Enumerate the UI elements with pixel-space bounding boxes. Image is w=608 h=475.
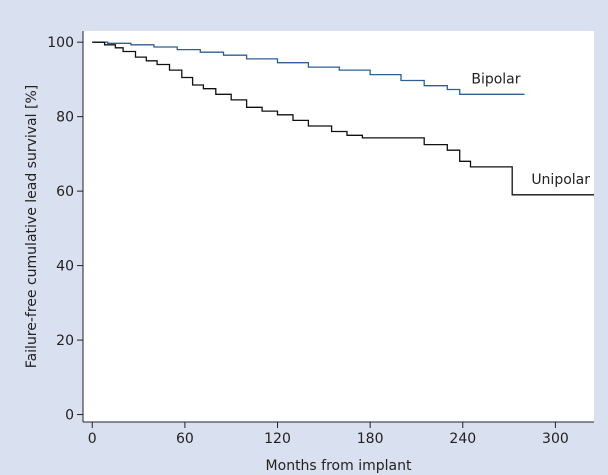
y-axis-label: Failure-free cumulative lead survival [%… <box>24 85 40 368</box>
y-tick-label: 80 <box>56 110 74 126</box>
y-tick-label: 0 <box>65 408 74 424</box>
x-tick-label: 300 <box>542 431 569 447</box>
bipolar-survival-line <box>92 41 525 95</box>
x-tick-label: 240 <box>449 431 476 447</box>
y-tick-label: 100 <box>47 35 74 51</box>
x-tick-label: 180 <box>357 431 384 447</box>
x-tick-label: 120 <box>264 431 291 447</box>
unipolar-series-label: Unipolar <box>531 172 590 188</box>
bipolar-series-label: Bipolar <box>471 71 520 87</box>
y-tick-label: 20 <box>56 333 74 349</box>
x-tick-label: 60 <box>176 431 194 447</box>
x-axis-label: Months from implant <box>266 458 412 474</box>
y-tick-label: 60 <box>56 184 74 200</box>
axes: 0 60 120 180 240 300 0 20 40 60 80 100 <box>47 31 594 447</box>
y-tick-label: 40 <box>56 259 74 275</box>
x-tick-label: 0 <box>88 431 97 447</box>
series-layer: Bipolar Unipolar <box>92 41 594 196</box>
plot-area <box>83 31 594 422</box>
unipolar-survival-line <box>92 41 594 196</box>
